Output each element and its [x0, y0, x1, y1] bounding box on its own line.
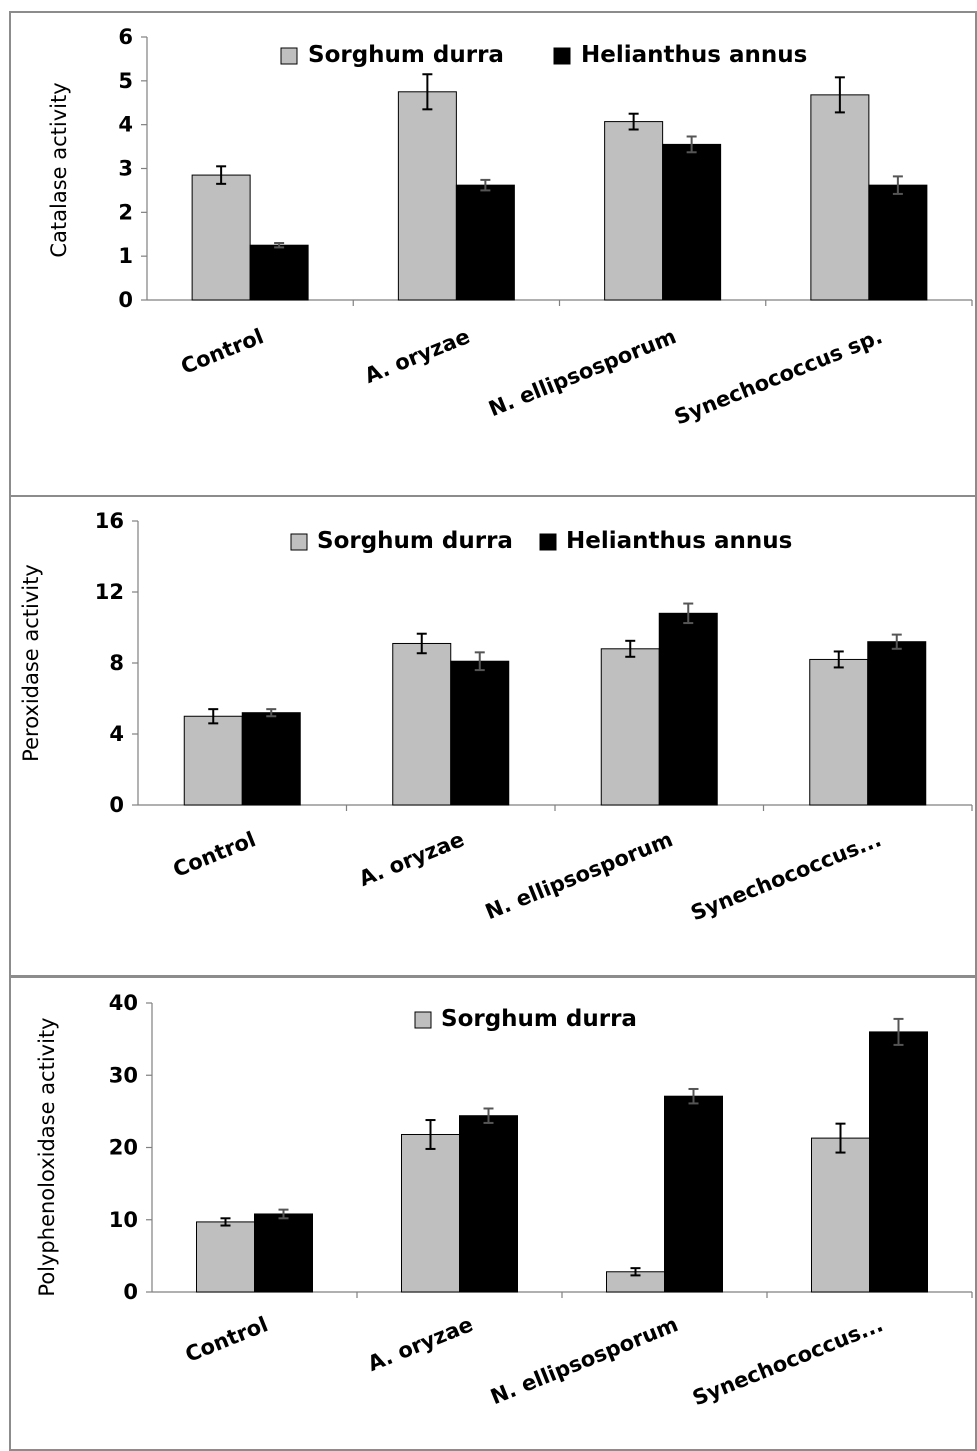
category-label: A. oryzae	[356, 827, 468, 891]
legend-swatch	[280, 47, 298, 65]
bar-sorghum-durra-1	[401, 1133, 460, 1293]
bar-helianthus-annus-3	[868, 184, 928, 301]
bar-sorghum-durra-1	[397, 91, 457, 301]
category-label: Control	[170, 827, 259, 882]
y-tick-label: 30	[109, 1063, 138, 1087]
legend-swatch	[553, 47, 571, 65]
bar-sorghum-durra-3	[809, 658, 869, 806]
bar-helianthus-annus-2	[662, 143, 722, 301]
y-tick-label: 6	[118, 25, 133, 49]
legend: Sorghum durra Helianthus annus	[280, 42, 807, 68]
bar-sorghum-durra-0	[196, 1221, 255, 1293]
y-tick-label: 10	[109, 1208, 138, 1232]
legend: Sorghum durra	[404, 1006, 665, 1056]
category-label: N. ellipsosporum	[485, 324, 679, 421]
bar-helianthus-annus-0	[241, 712, 301, 806]
y-tick-label: 40	[109, 991, 138, 1015]
category-label: Synechococcus...	[687, 827, 884, 925]
y-tick-label: 2	[118, 200, 133, 224]
bar-helianthus-annus-1	[455, 184, 515, 301]
legend-entry: Helianthus annus	[566, 528, 792, 554]
legend-swatch	[414, 1011, 432, 1029]
category-label: Synechococcus sp.	[671, 324, 886, 429]
bar-helianthus-annus-0	[249, 244, 309, 301]
category-label: A. oryzae	[361, 324, 473, 388]
bar-sorghum-durra-0	[183, 715, 243, 806]
bar-helianthus-annus-0	[254, 1213, 313, 1293]
legend-entry: Sorghum durra	[317, 528, 513, 554]
bar-sorghum-durra-0	[191, 174, 251, 301]
bar-sorghum-durra-3	[810, 94, 870, 301]
y-axis-label: Catalase activity	[47, 82, 71, 257]
category-label: Synechococcus...	[689, 1312, 886, 1410]
category-label: A. oryzae	[364, 1312, 476, 1376]
y-axis-label: Polyphenoloxidase activity	[35, 1017, 59, 1296]
bar-sorghum-durra-2	[604, 121, 664, 301]
y-tick-label: 4	[109, 722, 124, 746]
y-tick-label: 4	[118, 113, 133, 137]
category-label: Control	[177, 324, 266, 379]
bar-helianthus-annus-3	[869, 1031, 928, 1293]
y-tick-label: 0	[109, 793, 124, 817]
y-tick-label: 16	[95, 509, 124, 533]
category-label: N. ellipsosporum	[487, 1312, 681, 1409]
y-tick-label: 3	[118, 157, 133, 181]
category-label: N. ellipsosporum	[482, 827, 676, 924]
bar-sorghum-durra-2	[600, 648, 660, 806]
bar-helianthus-annus-1	[450, 660, 510, 806]
legend: Sorghum durra Helianthus annus	[290, 528, 792, 554]
bar-helianthus-annus-2	[658, 612, 718, 806]
legend-swatch	[539, 533, 557, 551]
y-tick-label: 12	[95, 580, 124, 604]
y-axis-label: Peroxidase activity	[19, 564, 43, 762]
y-tick-label: 0	[123, 1280, 138, 1304]
category-label: Control	[182, 1312, 271, 1367]
y-tick-label: 5	[118, 69, 133, 93]
bar-helianthus-annus-2	[664, 1095, 723, 1293]
chart-panel-3: 0 10 20 30 40 Control A. oryzae N. ellipsosporu…	[9, 976, 977, 1451]
y-tick-label: 20	[109, 1136, 138, 1160]
legend-entry: Sorghum durra	[308, 42, 504, 68]
legend-swatch	[290, 533, 308, 551]
panel-border	[9, 976, 977, 1451]
bar-helianthus-annus-3	[867, 641, 927, 806]
legend-entry: Helianthus annus	[581, 42, 807, 68]
bar-sorghum-durra-3	[811, 1137, 870, 1293]
y-tick-label: 1	[118, 244, 133, 268]
y-tick-label: 8	[109, 651, 124, 675]
bar-sorghum-durra-1	[392, 642, 452, 806]
y-tick-label: 0	[118, 288, 133, 312]
legend-clip	[405, 1032, 665, 1056]
bar-helianthus-annus-1	[459, 1115, 518, 1293]
legend-entry: Sorghum durra	[441, 1006, 637, 1032]
